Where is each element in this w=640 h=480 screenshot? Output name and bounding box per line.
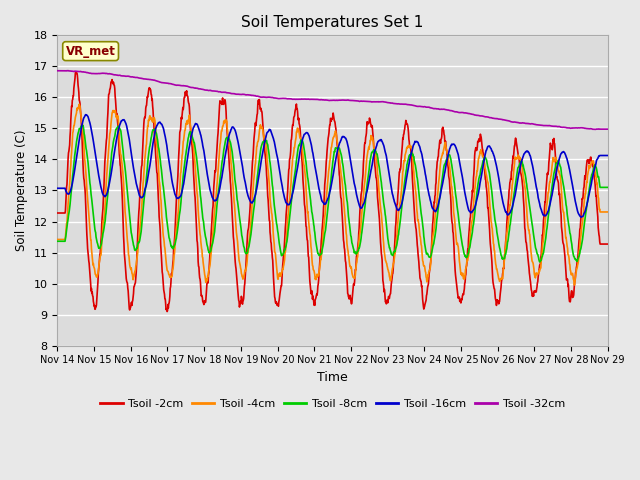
Y-axis label: Soil Temperature (C): Soil Temperature (C) xyxy=(15,130,28,251)
X-axis label: Time: Time xyxy=(317,371,348,384)
Text: VR_met: VR_met xyxy=(66,45,116,58)
Legend: Tsoil -2cm, Tsoil -4cm, Tsoil -8cm, Tsoil -16cm, Tsoil -32cm: Tsoil -2cm, Tsoil -4cm, Tsoil -8cm, Tsoi… xyxy=(96,395,570,413)
Title: Soil Temperatures Set 1: Soil Temperatures Set 1 xyxy=(241,15,424,30)
